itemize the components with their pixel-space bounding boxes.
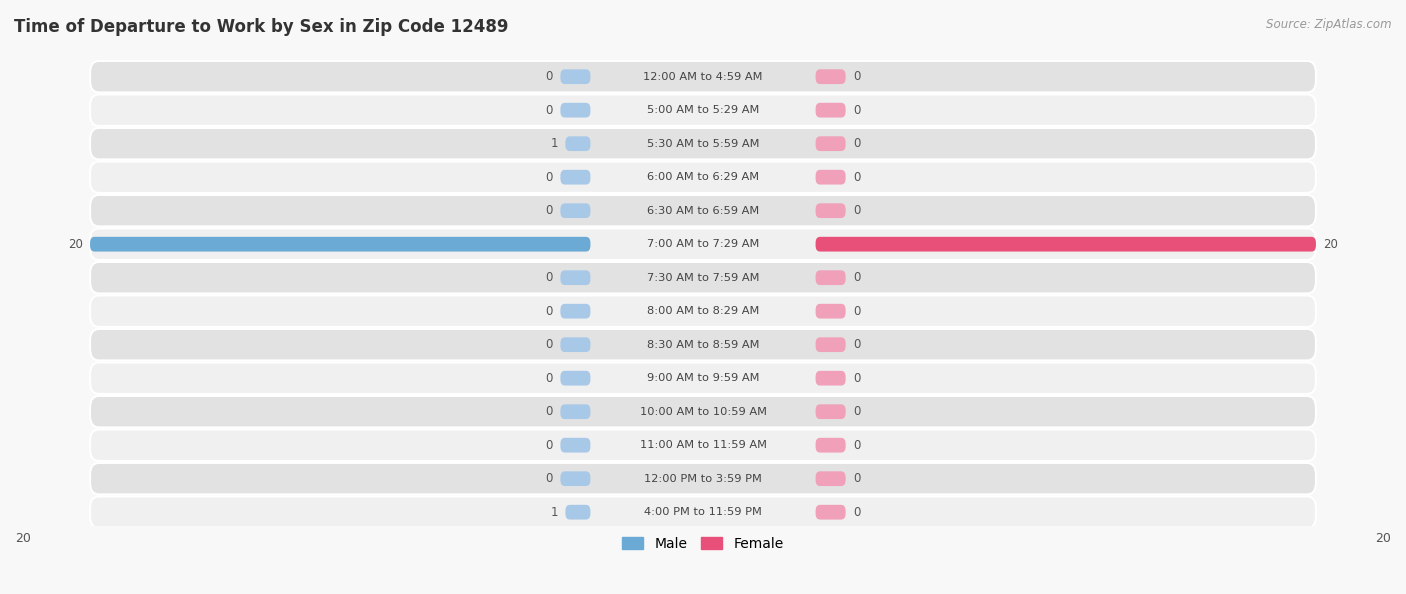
Text: 20: 20 <box>1375 532 1391 545</box>
FancyBboxPatch shape <box>815 270 845 285</box>
FancyBboxPatch shape <box>815 438 845 453</box>
Text: 0: 0 <box>546 372 553 385</box>
FancyBboxPatch shape <box>561 103 591 118</box>
FancyBboxPatch shape <box>815 170 845 185</box>
FancyBboxPatch shape <box>561 438 591 453</box>
Text: 0: 0 <box>853 505 860 519</box>
FancyBboxPatch shape <box>815 471 845 486</box>
Text: Source: ZipAtlas.com: Source: ZipAtlas.com <box>1267 18 1392 31</box>
Text: 8:30 AM to 8:59 AM: 8:30 AM to 8:59 AM <box>647 340 759 350</box>
Text: 20: 20 <box>15 532 31 545</box>
Text: Time of Departure to Work by Sex in Zip Code 12489: Time of Departure to Work by Sex in Zip … <box>14 18 509 36</box>
FancyBboxPatch shape <box>561 270 591 285</box>
FancyBboxPatch shape <box>565 136 591 151</box>
Text: 0: 0 <box>853 372 860 385</box>
FancyBboxPatch shape <box>815 69 845 84</box>
Text: 6:30 AM to 6:59 AM: 6:30 AM to 6:59 AM <box>647 206 759 216</box>
Text: 9:00 AM to 9:59 AM: 9:00 AM to 9:59 AM <box>647 373 759 383</box>
Text: 0: 0 <box>853 137 860 150</box>
Text: 0: 0 <box>853 104 860 116</box>
Legend: Male, Female: Male, Female <box>617 531 789 556</box>
FancyBboxPatch shape <box>90 237 591 251</box>
FancyBboxPatch shape <box>815 371 845 386</box>
FancyBboxPatch shape <box>90 295 1316 327</box>
FancyBboxPatch shape <box>815 405 845 419</box>
FancyBboxPatch shape <box>815 136 845 151</box>
Text: 0: 0 <box>853 472 860 485</box>
FancyBboxPatch shape <box>815 304 845 318</box>
Text: 0: 0 <box>546 271 553 284</box>
Text: 1: 1 <box>550 137 558 150</box>
Text: 0: 0 <box>546 305 553 318</box>
FancyBboxPatch shape <box>90 429 1316 461</box>
Text: 0: 0 <box>853 405 860 418</box>
Text: 12:00 PM to 3:59 PM: 12:00 PM to 3:59 PM <box>644 473 762 484</box>
FancyBboxPatch shape <box>565 505 591 520</box>
FancyBboxPatch shape <box>90 463 1316 494</box>
FancyBboxPatch shape <box>561 203 591 218</box>
Text: 0: 0 <box>853 439 860 451</box>
Text: 8:00 AM to 8:29 AM: 8:00 AM to 8:29 AM <box>647 306 759 316</box>
Text: 5:30 AM to 5:59 AM: 5:30 AM to 5:59 AM <box>647 138 759 148</box>
Text: 1: 1 <box>550 505 558 519</box>
FancyBboxPatch shape <box>90 61 1316 93</box>
FancyBboxPatch shape <box>561 69 591 84</box>
Text: 0: 0 <box>853 204 860 217</box>
Text: 0: 0 <box>546 104 553 116</box>
FancyBboxPatch shape <box>815 237 1316 251</box>
Text: 0: 0 <box>853 70 860 83</box>
FancyBboxPatch shape <box>90 162 1316 193</box>
FancyBboxPatch shape <box>90 229 1316 260</box>
FancyBboxPatch shape <box>815 103 845 118</box>
Text: 0: 0 <box>853 271 860 284</box>
FancyBboxPatch shape <box>815 337 845 352</box>
Text: 20: 20 <box>67 238 83 251</box>
Text: 0: 0 <box>546 204 553 217</box>
FancyBboxPatch shape <box>561 170 591 185</box>
FancyBboxPatch shape <box>815 203 845 218</box>
FancyBboxPatch shape <box>815 505 845 520</box>
FancyBboxPatch shape <box>90 128 1316 159</box>
FancyBboxPatch shape <box>561 337 591 352</box>
FancyBboxPatch shape <box>90 362 1316 394</box>
Text: 11:00 AM to 11:59 AM: 11:00 AM to 11:59 AM <box>640 440 766 450</box>
Text: 0: 0 <box>546 472 553 485</box>
FancyBboxPatch shape <box>90 94 1316 126</box>
Text: 12:00 AM to 4:59 AM: 12:00 AM to 4:59 AM <box>644 72 762 82</box>
Text: 6:00 AM to 6:29 AM: 6:00 AM to 6:29 AM <box>647 172 759 182</box>
Text: 7:30 AM to 7:59 AM: 7:30 AM to 7:59 AM <box>647 273 759 283</box>
FancyBboxPatch shape <box>90 329 1316 361</box>
Text: 0: 0 <box>853 170 860 184</box>
FancyBboxPatch shape <box>561 405 591 419</box>
Text: 0: 0 <box>546 170 553 184</box>
FancyBboxPatch shape <box>90 195 1316 226</box>
Text: 7:00 AM to 7:29 AM: 7:00 AM to 7:29 AM <box>647 239 759 249</box>
FancyBboxPatch shape <box>90 396 1316 428</box>
Text: 20: 20 <box>1323 238 1339 251</box>
FancyBboxPatch shape <box>90 262 1316 293</box>
Text: 0: 0 <box>546 439 553 451</box>
FancyBboxPatch shape <box>561 371 591 386</box>
Text: 0: 0 <box>546 338 553 351</box>
Text: 0: 0 <box>546 405 553 418</box>
Text: 0: 0 <box>546 70 553 83</box>
FancyBboxPatch shape <box>561 471 591 486</box>
Text: 0: 0 <box>853 338 860 351</box>
Text: 0: 0 <box>853 305 860 318</box>
Text: 10:00 AM to 10:59 AM: 10:00 AM to 10:59 AM <box>640 407 766 416</box>
Text: 5:00 AM to 5:29 AM: 5:00 AM to 5:29 AM <box>647 105 759 115</box>
FancyBboxPatch shape <box>90 497 1316 528</box>
Text: 4:00 PM to 11:59 PM: 4:00 PM to 11:59 PM <box>644 507 762 517</box>
FancyBboxPatch shape <box>561 304 591 318</box>
